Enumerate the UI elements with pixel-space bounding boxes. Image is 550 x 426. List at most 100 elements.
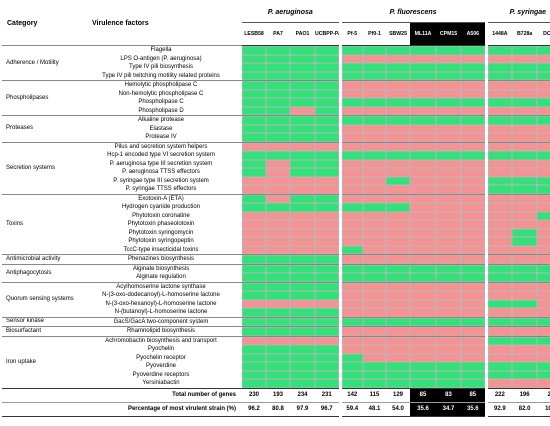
gene-present-cell xyxy=(266,133,290,142)
gene-present-cell xyxy=(537,176,550,185)
gene-absent-cell xyxy=(315,220,341,229)
gene-present-cell xyxy=(266,45,290,55)
gene-absent-cell xyxy=(436,106,462,116)
factor-row: P. aeruginosa TTSS effectors xyxy=(2,168,550,177)
virulence-factor-label: Pyochelin receptor xyxy=(136,354,186,361)
virulence-factor-label: TccC-type insecticidal toxins xyxy=(123,246,199,253)
gene-present-cell xyxy=(363,362,387,371)
gene-present-cell xyxy=(386,273,411,282)
gene-absent-cell xyxy=(266,176,290,185)
percentage-row-label: Percentage of most virulent strain (%) xyxy=(2,401,242,417)
gene-absent-cell xyxy=(338,124,364,133)
gene-present-cell xyxy=(338,353,364,362)
gene-absent-cell xyxy=(410,326,437,336)
gene-absent-cell xyxy=(363,54,387,63)
percentage-value: 35.6 xyxy=(461,401,487,417)
strain-header: CPM15 xyxy=(436,22,462,46)
factor-row: TccC-type insecticidal toxins xyxy=(2,245,550,255)
gene-present-cell xyxy=(461,379,487,388)
percentage-value: 92.9 xyxy=(484,401,513,417)
gene-absent-cell xyxy=(290,185,315,194)
gene-present-cell xyxy=(242,362,266,371)
gene-present-cell xyxy=(315,353,341,362)
gene-absent-cell xyxy=(436,281,462,291)
gene-present-cell xyxy=(290,263,315,273)
gene-absent-cell xyxy=(436,185,462,194)
gene-absent-cell xyxy=(484,124,513,133)
virulence-factor-label: Alginate regulation xyxy=(136,274,186,280)
virulence-factor-label: Exotoxin-A (ETA) xyxy=(80,193,242,203)
factor-row: P. syringae type III secretion system xyxy=(2,176,550,185)
gene-absent-cell xyxy=(461,159,487,168)
gene-present-cell xyxy=(386,203,411,212)
gene-present-cell xyxy=(363,379,387,388)
gene-present-cell xyxy=(242,291,266,300)
gene-absent-cell xyxy=(386,141,411,151)
gene-absent-cell xyxy=(436,176,462,185)
gene-absent-cell xyxy=(484,203,513,212)
gene-present-cell xyxy=(242,316,266,327)
factor-row: Phospholipase D xyxy=(2,106,550,116)
gene-present-cell xyxy=(461,63,487,72)
gene-absent-cell xyxy=(410,168,437,177)
gene-present-cell xyxy=(363,370,387,379)
category-label: Toxins xyxy=(2,193,80,255)
virulence-factor-label: Acylhomoserine lactone synthase xyxy=(80,281,242,291)
gene-present-cell xyxy=(242,63,266,72)
gene-present-cell xyxy=(266,326,290,336)
percentage-value: 82.0 xyxy=(512,401,538,417)
gene-absent-cell xyxy=(338,159,364,168)
gene-present-cell xyxy=(436,71,462,81)
gene-absent-cell xyxy=(461,106,487,116)
gene-absent-cell xyxy=(410,89,437,98)
gene-absent-cell xyxy=(410,228,437,237)
virulence-table: Category Virulence factors P. aeruginosa… xyxy=(2,2,550,417)
gene-present-cell xyxy=(461,115,487,125)
virulence-factor-label: Pilus and secretion system helpers xyxy=(80,141,242,151)
gene-present-cell xyxy=(363,316,387,327)
gene-absent-cell xyxy=(537,80,550,90)
factor-row: Hydrogen cyanide production xyxy=(2,203,550,212)
gene-present-cell xyxy=(315,151,341,160)
gene-present-cell xyxy=(410,273,437,282)
gene-absent-cell xyxy=(537,193,550,203)
gene-present-cell xyxy=(290,273,315,282)
virulence-factor-label: Rhamnolipid biosynthesis xyxy=(80,326,242,336)
gene-present-cell xyxy=(512,362,538,371)
gene-present-cell xyxy=(266,203,290,212)
species-header-aeruginosa: P. aeruginosa xyxy=(242,2,341,23)
strain-header: PAO1 xyxy=(290,22,315,46)
virulence-factor-label: Pyoverdine xyxy=(145,363,177,369)
gene-absent-cell xyxy=(537,326,550,336)
gene-present-cell xyxy=(363,115,387,125)
gene-present-cell xyxy=(436,379,462,388)
gene-absent-cell xyxy=(386,308,411,317)
gene-present-cell xyxy=(242,353,266,362)
gene-absent-cell xyxy=(512,245,538,255)
gene-present-cell xyxy=(315,193,341,203)
gene-absent-cell xyxy=(315,176,341,185)
factor-row: Pyochelin receptor xyxy=(2,353,550,362)
gene-absent-cell xyxy=(537,54,550,63)
gene-absent-cell xyxy=(386,54,411,63)
gene-absent-cell xyxy=(461,124,487,133)
virulence-factor-label: Phytotoxin coronatine xyxy=(132,212,190,219)
gene-absent-cell xyxy=(290,141,315,151)
gene-present-cell xyxy=(338,370,364,379)
gene-absent-cell xyxy=(436,299,462,308)
gene-present-cell xyxy=(512,237,538,246)
gene-present-cell xyxy=(338,151,364,160)
factor-row: Quorum sensing systems Acylhomoserine lac… xyxy=(2,281,550,317)
gene-present-cell xyxy=(386,45,411,55)
gene-present-cell xyxy=(436,63,462,72)
gene-present-cell xyxy=(484,273,513,282)
gene-present-cell xyxy=(290,45,315,55)
gene-absent-cell xyxy=(363,335,387,345)
gene-present-cell xyxy=(484,263,513,273)
virulence-factor-label: Type IV pili twitching motility related … xyxy=(102,72,220,79)
gene-present-cell xyxy=(266,353,290,362)
virulence-factor-label: Elastase xyxy=(149,125,173,132)
gene-absent-cell xyxy=(512,308,538,317)
gene-absent-cell xyxy=(266,335,290,345)
gene-present-cell xyxy=(315,326,341,336)
